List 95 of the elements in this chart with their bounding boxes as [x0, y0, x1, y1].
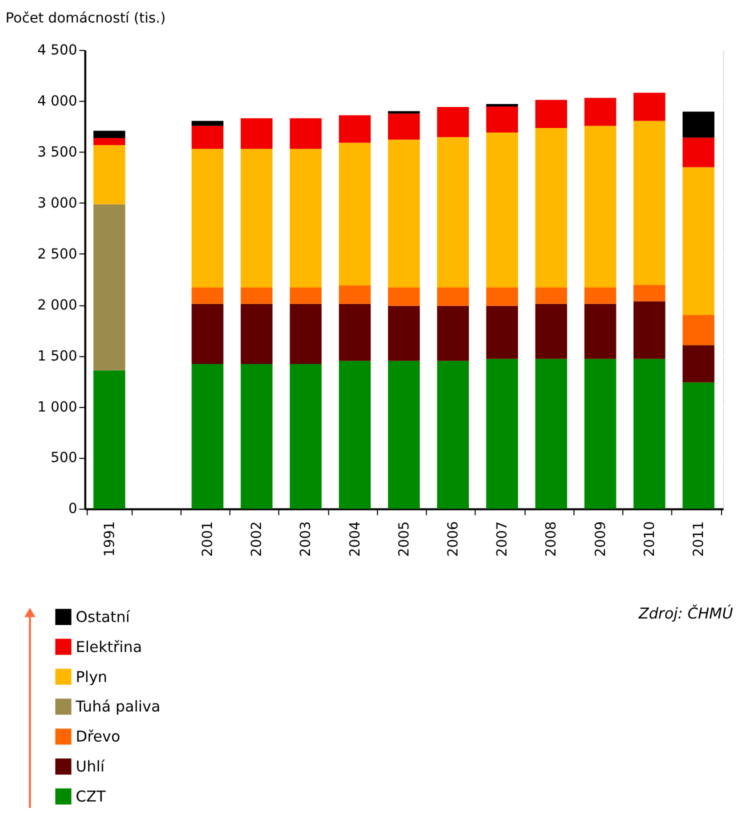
bar	[290, 364, 322, 509]
y-tick-label: 1 500	[37, 348, 78, 364]
bar	[584, 288, 616, 304]
bar	[486, 358, 518, 509]
bar	[338, 360, 371, 509]
bar	[240, 288, 273, 304]
bar	[682, 112, 714, 138]
bar	[633, 92, 666, 121]
bar	[535, 100, 568, 128]
bar	[240, 118, 273, 149]
bar	[682, 382, 714, 509]
bar	[633, 284, 666, 302]
bar	[535, 128, 568, 288]
bar	[192, 120, 224, 126]
y-tick-label: 3 000	[37, 195, 78, 212]
bar	[93, 204, 126, 370]
legend-label: Dřevo	[76, 728, 120, 746]
x-tick-label: 2006	[445, 521, 462, 557]
legend-label: Tuhá paliva	[74, 698, 160, 716]
bar	[486, 132, 518, 288]
bar	[388, 360, 420, 509]
bar	[682, 138, 714, 168]
x-tick-label: 2010	[642, 521, 658, 557]
bar	[633, 358, 666, 509]
legend-label: CZT	[76, 787, 106, 806]
bar	[93, 138, 126, 146]
bar	[93, 145, 126, 204]
x-tick-label: 2002	[249, 521, 266, 557]
bar	[486, 306, 518, 359]
bar	[290, 148, 322, 288]
text: Zdroj: ČHMÚ	[638, 604, 734, 622]
y-tick-label: 4 000	[37, 93, 78, 110]
bar	[633, 120, 666, 285]
bar	[486, 104, 518, 107]
bar	[535, 358, 568, 509]
x-tick-label: 2009	[592, 521, 609, 557]
y-tick-label: 2 000	[37, 297, 78, 314]
bar	[290, 304, 322, 364]
bar	[437, 306, 469, 361]
bar	[192, 148, 224, 288]
bar	[93, 130, 126, 138]
bar	[338, 115, 371, 143]
bar	[338, 285, 371, 304]
bar	[240, 148, 273, 288]
bar	[437, 107, 469, 138]
bar	[192, 288, 224, 304]
y-axis-title: Počet domácností (tis.)	[5, 10, 166, 27]
bar	[486, 288, 518, 306]
legend-label: Elektřina	[76, 638, 142, 656]
y-tick-label: 1 000	[37, 399, 78, 416]
bar	[192, 304, 224, 364]
bar	[633, 301, 666, 359]
x-tick-label: 2003	[298, 521, 314, 557]
x-tick-label: 2007	[494, 521, 511, 557]
bar	[584, 304, 616, 359]
bar	[682, 167, 714, 316]
bar	[535, 288, 568, 304]
legend-label: Uhlí	[76, 758, 106, 776]
x-tick-label: 2004	[347, 521, 364, 557]
bar	[682, 345, 714, 382]
bar	[535, 304, 568, 359]
legend-label: Plyn	[76, 668, 108, 686]
bar	[240, 304, 273, 364]
bar	[93, 370, 126, 509]
y-tick-label: 2 500	[37, 246, 78, 262]
x-tick-label: 1991	[102, 521, 118, 557]
x-tick-label: 2011	[690, 521, 707, 557]
bar	[388, 288, 420, 306]
x-tick-label: 2008	[544, 521, 560, 557]
bar	[437, 137, 469, 288]
bar	[388, 111, 420, 114]
bar	[192, 364, 224, 509]
y-tick-label: 0	[68, 501, 78, 518]
y-tick-label: 4 500	[37, 42, 78, 58]
bar	[437, 360, 469, 509]
bar	[584, 98, 616, 126]
bar	[388, 140, 420, 288]
bar	[388, 306, 420, 361]
legend-label: Ostatní	[76, 608, 131, 626]
bar	[584, 358, 616, 509]
bar	[486, 106, 518, 133]
bar	[682, 315, 714, 346]
bar	[584, 126, 616, 288]
bar	[192, 126, 224, 149]
bar	[290, 118, 322, 149]
y-tick-label: 500	[50, 450, 78, 466]
y-tick-label: 3 500	[37, 144, 78, 160]
bar	[388, 114, 420, 140]
bar	[338, 304, 371, 361]
bar	[290, 288, 322, 304]
bar	[437, 288, 469, 306]
x-tick-label: 2001	[200, 521, 216, 557]
bar	[338, 142, 371, 286]
bar	[240, 364, 273, 509]
x-tick-label: 2005	[396, 521, 412, 557]
